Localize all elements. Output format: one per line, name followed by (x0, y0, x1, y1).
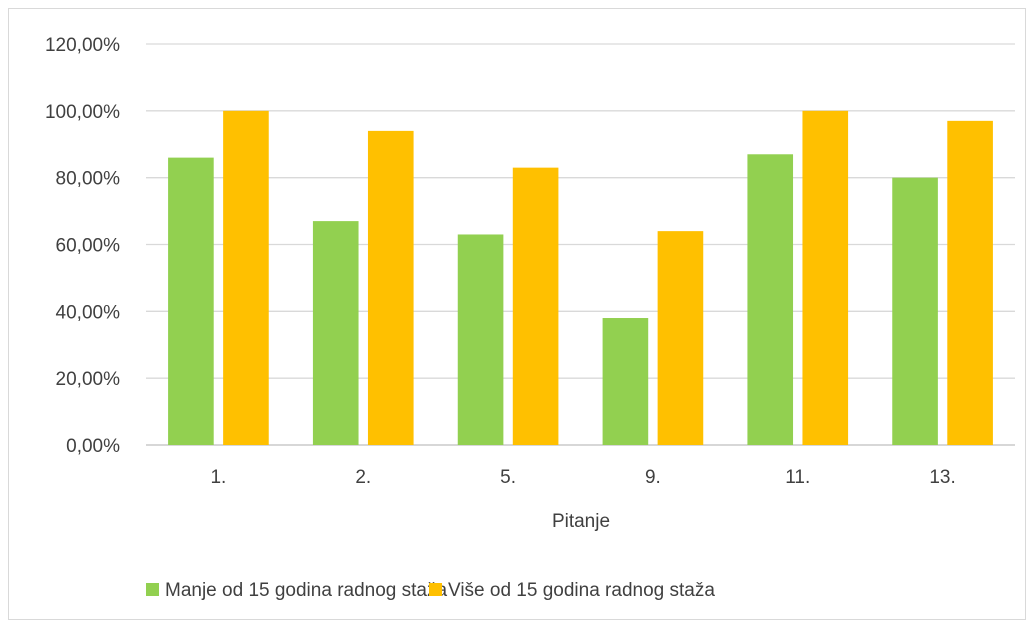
bar-manje-6 (892, 177, 938, 445)
bar-vise-2 (367, 130, 414, 445)
legend-label: Manje od 15 godina radnog staža (165, 580, 447, 601)
x-axis-tick-labels: 1. 2. 5. 9. 11. 13. (210, 467, 955, 488)
y-tick-label: 120,00% (45, 35, 120, 56)
bar-manje-5 (747, 154, 794, 445)
bar-chart: 0,00% 20,00% 40,00% 60,00% 80,00% 100,00% 120,… (45, 35, 1015, 601)
y-tick-label: 40,00% (56, 302, 121, 323)
legend-swatch (146, 583, 159, 596)
y-tick-label: 20,00% (56, 369, 121, 390)
x-tick-label: 1. (210, 467, 226, 488)
bar-manje-2 (312, 221, 359, 445)
legend-item-vise: Više od 15 godina radnog staža (429, 580, 715, 601)
x-tick-label: 9. (645, 467, 661, 488)
y-tick-label: 100,00% (45, 102, 120, 123)
bar-vise-6 (947, 120, 993, 445)
legend: Manje od 15 godina radnog staža Više od 1… (146, 580, 715, 601)
bar-vise-4 (657, 231, 704, 445)
bar-manje-3 (457, 234, 504, 445)
y-tick-label: 60,00% (56, 236, 121, 257)
x-tick-label: 5. (500, 467, 516, 488)
legend-swatch (429, 583, 442, 596)
bar-vise-3 (512, 167, 559, 445)
x-tick-label: 13. (929, 467, 955, 488)
bar-vise-1 (223, 110, 269, 445)
y-tick-label: 0,00% (66, 436, 120, 457)
bar-vise-5 (802, 110, 849, 445)
y-tick-label: 80,00% (56, 169, 121, 190)
legend-label: Više od 15 godina radnog staža (448, 580, 715, 601)
x-tick-label: 2. (355, 467, 371, 488)
bar-manje-4 (602, 318, 649, 445)
y-axis-tick-labels: 0,00% 20,00% 40,00% 60,00% 80,00% 100,00% 120,… (45, 35, 120, 457)
bars (168, 110, 993, 445)
chart-frame: 0,00% 20,00% 40,00% 60,00% 80,00% 100,00% 120,… (8, 8, 1026, 620)
gridlines (146, 43, 1015, 446)
legend-item-manje: Manje od 15 godina radnog staža (146, 580, 447, 601)
x-tick-label: 11. (785, 467, 810, 488)
bar-manje-1 (168, 157, 214, 445)
x-axis-label: Pitanje (552, 511, 610, 532)
